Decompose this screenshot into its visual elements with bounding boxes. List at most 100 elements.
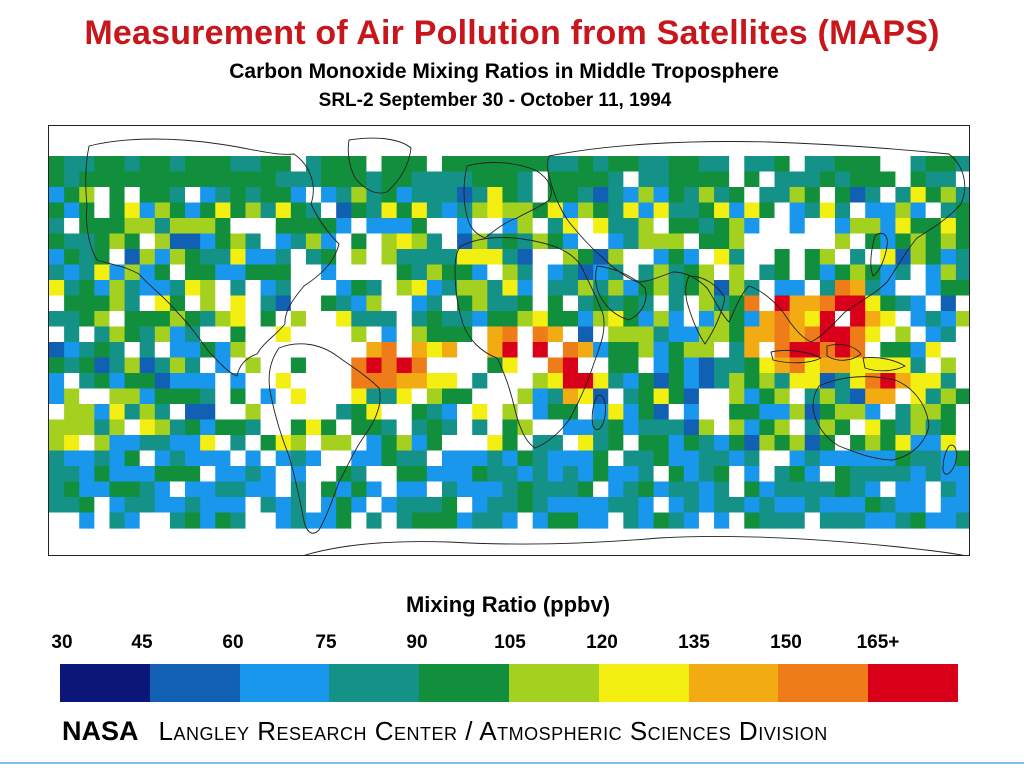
grid-cell	[487, 435, 504, 452]
grid-cell	[593, 280, 609, 297]
grid-cell	[124, 171, 141, 188]
grid-cell	[290, 280, 307, 297]
grid-cell	[502, 171, 519, 188]
grid-cell	[381, 373, 398, 390]
grid-cell	[94, 156, 111, 173]
grid-cell	[608, 373, 624, 390]
grid-cell	[683, 481, 700, 498]
grid-cell	[623, 388, 640, 405]
grid-cell	[819, 264, 836, 281]
grid-cell	[351, 512, 368, 529]
grid-cell	[578, 311, 594, 328]
grid-cell	[381, 249, 398, 266]
grid-cell	[64, 264, 80, 281]
grid-cell	[623, 233, 640, 250]
grid-cell	[744, 342, 760, 359]
grid-cell	[49, 481, 65, 498]
grid-cell	[381, 326, 398, 343]
grid-cell	[653, 357, 670, 374]
grid-cell	[79, 435, 95, 452]
grid-cell	[804, 280, 821, 297]
grid-cell	[804, 295, 821, 312]
grid-cell	[910, 202, 927, 219]
grid-cell	[547, 357, 564, 374]
legend-tick: 150	[770, 632, 802, 653]
division-label: Langley Research Center / Atmospheric Sc…	[158, 716, 828, 746]
grid-cell	[139, 435, 156, 452]
grid-cell	[215, 450, 231, 467]
grid-cell	[109, 450, 126, 467]
grid-cell	[487, 264, 504, 281]
grid-cell	[593, 497, 609, 514]
grid-cell	[578, 326, 594, 343]
grid-cell	[290, 264, 307, 281]
grid-cell	[200, 311, 216, 328]
grid-cell	[819, 187, 836, 204]
grid-cell	[366, 233, 383, 250]
grid-cell	[547, 497, 564, 514]
grid-cell	[608, 233, 624, 250]
grid-cell	[608, 404, 624, 421]
grid-cell	[834, 171, 851, 188]
grid-cell	[578, 404, 594, 421]
grid-cell	[381, 264, 398, 281]
grid-cell	[139, 202, 156, 219]
grid-cell	[759, 187, 776, 204]
legend-tick: 135	[678, 632, 710, 653]
grid-cell	[336, 187, 352, 204]
grid-cell	[910, 249, 927, 266]
grid-cell	[729, 419, 745, 436]
grid-cell	[865, 466, 881, 483]
grid-cell	[109, 388, 126, 405]
grid-cell	[79, 264, 95, 281]
grid-cell	[880, 202, 897, 219]
grid-cell	[64, 342, 80, 359]
grid-cell	[714, 481, 730, 498]
grid-cell	[517, 280, 534, 297]
grid-cell	[64, 481, 80, 498]
grid-cell	[487, 419, 504, 436]
grid-cell	[94, 233, 111, 250]
grid-cell	[850, 171, 866, 188]
grid-cell	[200, 171, 216, 188]
grid-cell	[850, 388, 866, 405]
grid-cell	[290, 249, 307, 266]
grid-cell	[744, 233, 760, 250]
grid-cell	[653, 249, 670, 266]
grid-cell	[759, 419, 776, 436]
grid-cell	[668, 295, 685, 312]
grid-cell	[578, 497, 594, 514]
grid-cell	[185, 512, 201, 529]
grid-cell	[880, 450, 897, 467]
grid-cell	[169, 450, 186, 467]
grid-cell	[502, 512, 519, 529]
grid-cell	[472, 156, 488, 173]
grid-cell	[230, 388, 247, 405]
grid-cell	[124, 264, 141, 281]
grid-cell	[457, 280, 473, 297]
grid-cell	[608, 218, 624, 235]
grid-cell	[804, 187, 821, 204]
grid-cell	[502, 419, 519, 436]
grid-cell	[955, 233, 969, 250]
grid-cell	[910, 233, 927, 250]
grid-cell	[79, 497, 95, 514]
grid-cell	[623, 404, 640, 421]
grid-cell	[532, 249, 549, 266]
grid-cell	[562, 264, 579, 281]
grid-cell	[895, 295, 912, 312]
grid-cell	[290, 373, 307, 390]
grid-cell	[729, 202, 745, 219]
grid-cell	[850, 357, 866, 374]
grid-cell	[396, 497, 413, 514]
grid-cell	[789, 171, 806, 188]
legend-swatch	[868, 664, 958, 702]
grid-cell	[608, 280, 624, 297]
grid-cell	[79, 311, 95, 328]
grid-cell	[895, 373, 912, 390]
grid-cell	[683, 156, 700, 173]
grid-cell	[895, 466, 912, 483]
grid-cell	[729, 481, 745, 498]
grid-cell	[517, 435, 534, 452]
grid-cell	[940, 342, 957, 359]
